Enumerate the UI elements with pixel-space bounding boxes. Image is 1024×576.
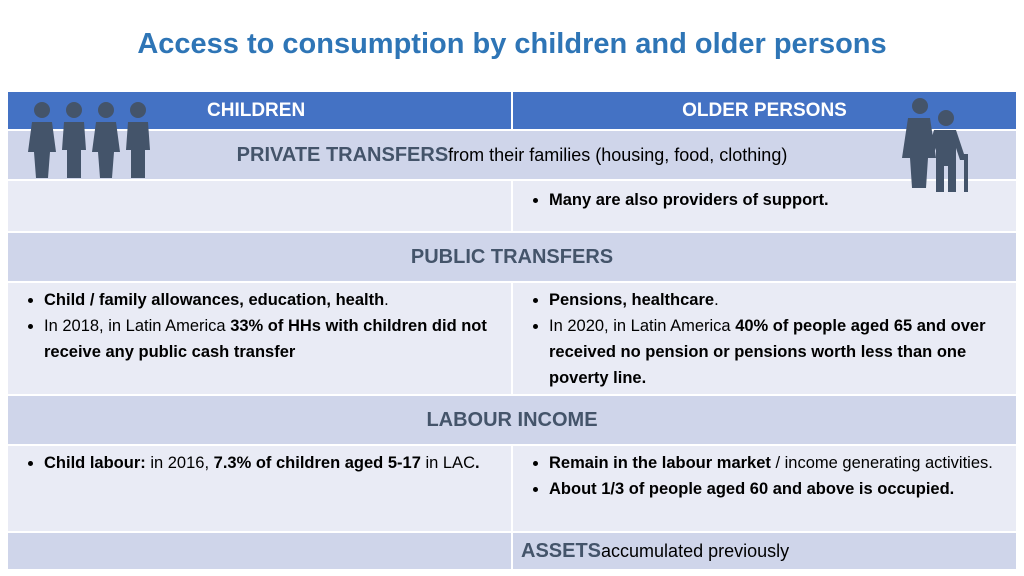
text-segment: Child labour: [44, 454, 146, 472]
text-segment: from their families (housing, food, clot… [448, 144, 788, 165]
bullet-list: Child labour: in 2016, 7.3% of children … [8, 450, 511, 476]
text-segment: About 1/3 of people aged 60 and above is… [549, 480, 955, 498]
text-segment: . [714, 291, 719, 309]
bullet: In 2018, in Latin America 33% of HHs wit… [44, 313, 499, 365]
bullet-list: Child / family allowances, education, he… [8, 287, 511, 365]
text-segment: in 2016, [145, 454, 214, 472]
bullet-list: Pensions, healthcare.In 2020, in Latin A… [513, 287, 1016, 391]
header-cell: CHILDREN [8, 92, 511, 129]
bullet: In 2020, in Latin America 40% of people … [549, 313, 1004, 391]
section-row: PRIVATE TRANSFERS from their families (h… [8, 131, 1016, 179]
text-segment: . [384, 291, 389, 309]
bullet: Remain in the labour market / income gen… [549, 450, 1004, 476]
table-cell: Child / family allowances, education, he… [8, 283, 511, 394]
text-segment: . [474, 454, 480, 472]
bullet-list: Many are also providers of support. [513, 187, 1016, 213]
text-segment: In 2018, in Latin America [44, 317, 231, 335]
table-cell [8, 533, 511, 569]
table-cell: ASSETS accumulated previously [513, 533, 1016, 569]
text-segment: 33% of HHs with children did not receive… [44, 317, 487, 361]
text-segment: / income generating activities. [770, 454, 993, 472]
text-segment: Many are also providers of support. [549, 191, 829, 209]
table-cell: Pensions, healthcare.In 2020, in Latin A… [513, 283, 1016, 394]
table-cell [8, 181, 511, 231]
text-segment: LABOUR INCOME [426, 408, 598, 431]
older-persons-icon [902, 98, 968, 192]
slide-title: Access to consumption by children and ol… [137, 28, 887, 60]
bullet: About 1/3 of people aged 60 and above is… [549, 476, 1004, 502]
text-segment: ASSETS [521, 539, 602, 562]
text-segment: Child / family allowances, education, he… [44, 291, 385, 309]
bullet: Child labour: in 2016, 7.3% of children … [44, 450, 499, 476]
text-segment: PRIVATE TRANSFERS [236, 143, 449, 166]
table-cell: Many are also providers of support. [513, 181, 1016, 231]
children-icon [28, 102, 150, 178]
text-segment: PUBLIC TRANSFERS [410, 245, 614, 268]
text-segment: in LAC [420, 454, 475, 472]
text-segment: Pensions, healthcare [549, 291, 715, 309]
text-segment: 7.3% of children aged 5-17 [213, 454, 421, 472]
text-segment: accumulated previously [601, 540, 790, 561]
text-segment: Remain in the labour market [549, 454, 771, 472]
section-row: PUBLIC TRANSFERS [8, 233, 1016, 281]
bullet: Many are also providers of support. [549, 187, 1004, 213]
section-row: LABOUR INCOME [8, 396, 1016, 444]
header-cell: OLDER PERSONS [513, 92, 1016, 129]
bullet-list: Remain in the labour market / income gen… [513, 450, 1016, 502]
bullet: Pensions, healthcare. [549, 287, 1004, 313]
text-segment: 40% of people aged 65 and over received … [549, 317, 986, 387]
bullet: Child / family allowances, education, he… [44, 287, 499, 313]
text-segment: In 2020, in Latin America [549, 317, 736, 335]
table-cell: Child labour: in 2016, 7.3% of children … [8, 446, 511, 531]
table-cell: Remain in the labour market / income gen… [513, 446, 1016, 531]
